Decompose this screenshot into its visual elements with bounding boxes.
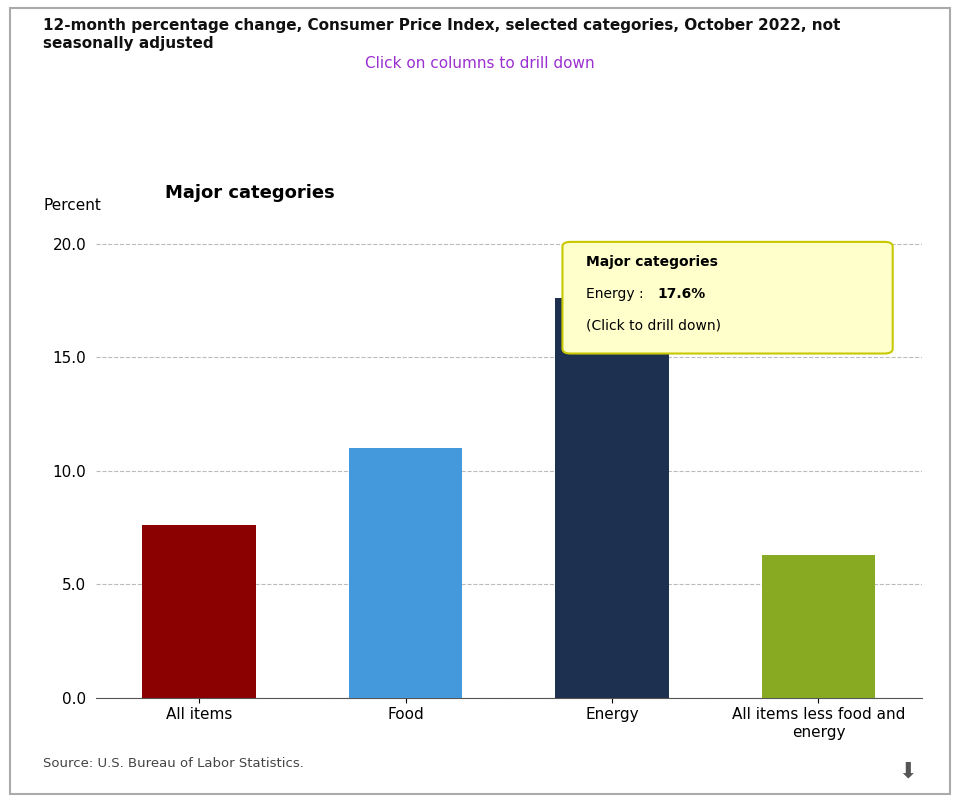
Text: 17.6%: 17.6% <box>658 286 706 301</box>
Text: ⬇: ⬇ <box>899 762 917 782</box>
Text: Major categories: Major categories <box>165 184 334 202</box>
Bar <box>348 448 463 698</box>
Text: Source: U.S. Bureau of Labor Statistics.: Source: U.S. Bureau of Labor Statistics. <box>43 757 304 770</box>
Text: Percent: Percent <box>43 197 101 213</box>
FancyBboxPatch shape <box>563 242 893 354</box>
Text: Major categories: Major categories <box>586 255 717 269</box>
Text: Click on columns to drill down: Click on columns to drill down <box>365 56 595 71</box>
Text: seasonally adjusted: seasonally adjusted <box>43 36 214 51</box>
Text: 12-month percentage change, Consumer Price Index, selected categories, October 2: 12-month percentage change, Consumer Pri… <box>43 18 841 33</box>
Bar <box>761 555 876 698</box>
Bar <box>142 525 256 698</box>
Bar <box>555 298 669 698</box>
Text: Energy :: Energy : <box>586 286 648 301</box>
Text: (Click to drill down): (Click to drill down) <box>586 318 721 332</box>
